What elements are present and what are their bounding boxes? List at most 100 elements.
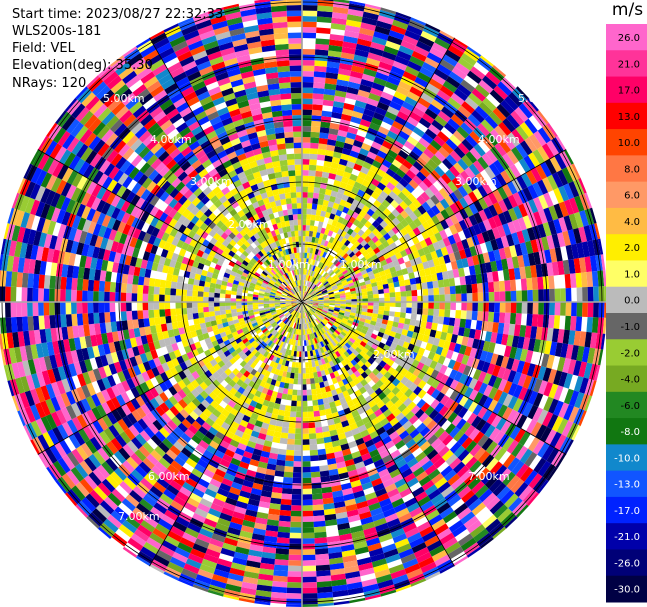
gate — [416, 398, 426, 409]
gate — [296, 286, 300, 292]
gate — [302, 175, 309, 182]
gate — [318, 221, 324, 228]
gate — [320, 239, 326, 246]
gate — [389, 417, 399, 427]
gate — [320, 328, 325, 335]
gate — [448, 252, 457, 263]
gate — [498, 199, 508, 213]
gate — [469, 460, 482, 474]
gate — [208, 229, 217, 238]
gate — [248, 260, 255, 267]
gate — [304, 312, 307, 319]
gate — [232, 452, 243, 462]
gate — [304, 285, 307, 292]
gate — [266, 429, 275, 437]
gate — [190, 215, 200, 225]
gate — [425, 252, 433, 262]
gate — [511, 232, 520, 246]
gate — [333, 310, 340, 314]
gate — [359, 317, 366, 323]
gate — [363, 213, 372, 221]
gate — [323, 305, 330, 308]
gate — [340, 230, 347, 238]
gate — [209, 335, 217, 343]
gate — [391, 378, 401, 387]
gate — [230, 327, 237, 334]
gate — [425, 366, 435, 377]
gate — [325, 362, 332, 369]
gate — [139, 267, 146, 277]
gate — [272, 322, 278, 328]
gate — [289, 291, 294, 296]
gate — [309, 290, 315, 295]
gate — [203, 76, 218, 86]
gate — [278, 76, 291, 84]
gate — [270, 309, 276, 313]
gate — [261, 282, 268, 287]
gate — [324, 211, 331, 219]
gate — [312, 302, 319, 304]
gate — [215, 71, 229, 82]
gate — [302, 477, 312, 484]
gate — [281, 292, 288, 296]
gate — [259, 265, 266, 271]
gate — [230, 290, 237, 296]
gate — [310, 378, 315, 384]
gate — [312, 192, 320, 199]
gate — [435, 212, 445, 223]
gate — [282, 267, 287, 274]
gate — [401, 101, 415, 112]
gate — [424, 237, 433, 247]
gate — [329, 303, 335, 306]
gate — [351, 65, 365, 74]
gate — [159, 222, 169, 233]
gate — [265, 312, 272, 316]
gate — [345, 291, 351, 296]
gate — [337, 129, 348, 138]
gate — [456, 240, 465, 251]
gate — [370, 264, 378, 271]
gate — [444, 397, 455, 409]
gate — [438, 256, 446, 265]
gate — [294, 311, 298, 318]
gate — [305, 305, 311, 310]
gate — [359, 246, 367, 254]
gate — [307, 299, 313, 302]
gate — [298, 367, 302, 374]
gate — [370, 87, 383, 97]
gate — [521, 361, 531, 376]
gate — [224, 404, 234, 413]
gate — [336, 192, 344, 200]
gate — [215, 431, 225, 441]
gate — [361, 416, 371, 425]
gate — [336, 169, 345, 177]
gate — [194, 430, 205, 440]
gate — [110, 321, 118, 333]
gate — [364, 319, 372, 325]
gate — [530, 265, 538, 278]
gate — [437, 481, 451, 494]
gate — [408, 373, 418, 383]
gate — [304, 286, 308, 292]
gate — [290, 333, 294, 340]
gate — [350, 230, 358, 238]
gate — [404, 206, 414, 216]
gate — [240, 275, 247, 281]
gate — [153, 237, 162, 247]
gate — [205, 321, 212, 328]
gate — [306, 378, 311, 385]
gate — [134, 142, 147, 155]
gate — [90, 257, 98, 270]
gate — [305, 312, 308, 318]
gate — [331, 274, 338, 280]
gate — [214, 240, 222, 249]
gate — [230, 308, 237, 314]
gate — [278, 239, 284, 246]
gate — [412, 466, 425, 478]
gate — [258, 186, 267, 195]
gate — [320, 269, 325, 276]
gate — [259, 392, 267, 400]
gate — [335, 261, 341, 267]
gate — [336, 317, 343, 322]
gate — [283, 120, 293, 127]
